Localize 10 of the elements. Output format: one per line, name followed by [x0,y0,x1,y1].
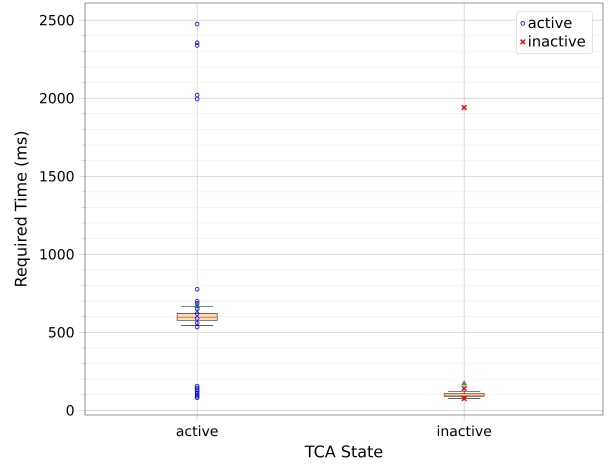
y-tick-label: 2500 [40,14,74,26]
y-tick-label: 1500 [40,170,74,182]
y-tick-label: 1000 [40,248,74,260]
y-axis-title: Required Time (ms) [14,132,30,286]
y-tick-label: 2000 [40,92,74,104]
legend-label: inactive [529,35,585,47]
x-axis-title: TCA State [304,445,382,458]
y-tick-label: 0 [66,405,74,416]
legend-label: active [528,16,572,28]
y-tick-label: 500 [48,326,74,338]
